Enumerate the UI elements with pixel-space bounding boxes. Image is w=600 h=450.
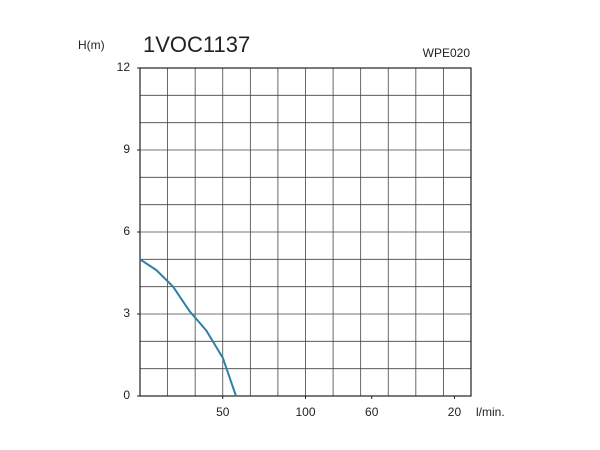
x-tick-label: 100 [295, 405, 315, 419]
y-tick-label: 3 [123, 306, 130, 320]
line-series [139, 258, 237, 397]
chart-subtitle: WPE020 [423, 46, 471, 60]
x-axis-label: l/min. [476, 405, 505, 419]
y-tick-label: 9 [123, 142, 130, 156]
y-axis-label: H(m) [78, 38, 105, 52]
x-tick-label: 20 [448, 405, 462, 419]
y-tick-label: 6 [123, 224, 130, 238]
chart-title: 1VOC1137 [143, 32, 250, 57]
y-tick-label: 12 [117, 60, 131, 74]
y-tick-label: 0 [123, 388, 130, 402]
x-tick-label: 60 [365, 405, 379, 419]
x-tick-label: 50 [216, 405, 230, 419]
